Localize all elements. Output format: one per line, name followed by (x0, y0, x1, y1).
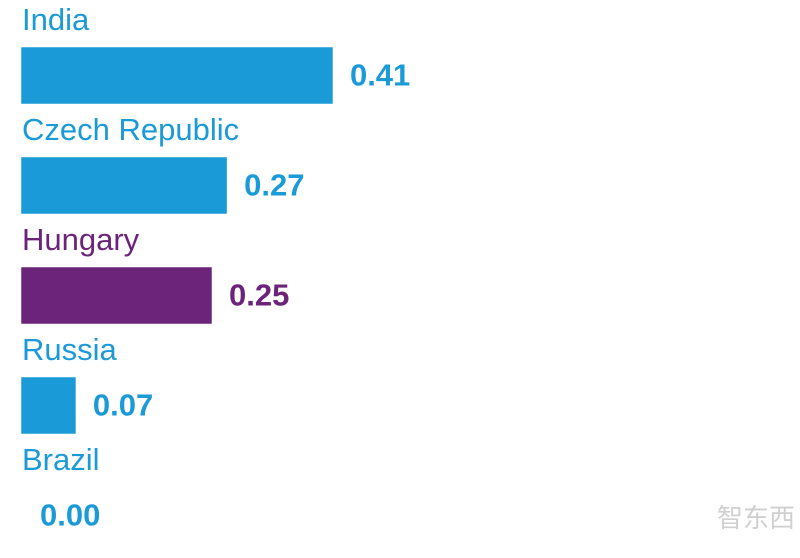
value-label: 0.25 (229, 278, 289, 313)
watermark: 智东西 (717, 503, 795, 533)
value-label: 0.07 (93, 388, 153, 423)
category-label: India (22, 2, 90, 37)
category-label: Czech Republic (22, 112, 239, 147)
bar (21, 47, 333, 104)
category-label: Hungary (22, 222, 140, 257)
category-label: Brazil (22, 442, 100, 477)
bar (21, 377, 76, 434)
value-label: 0.00 (40, 498, 100, 533)
bar (21, 157, 227, 214)
value-label: 0.27 (244, 168, 304, 203)
value-label: 0.41 (350, 58, 410, 93)
bar (21, 267, 212, 324)
category-label: Russia (22, 332, 118, 367)
